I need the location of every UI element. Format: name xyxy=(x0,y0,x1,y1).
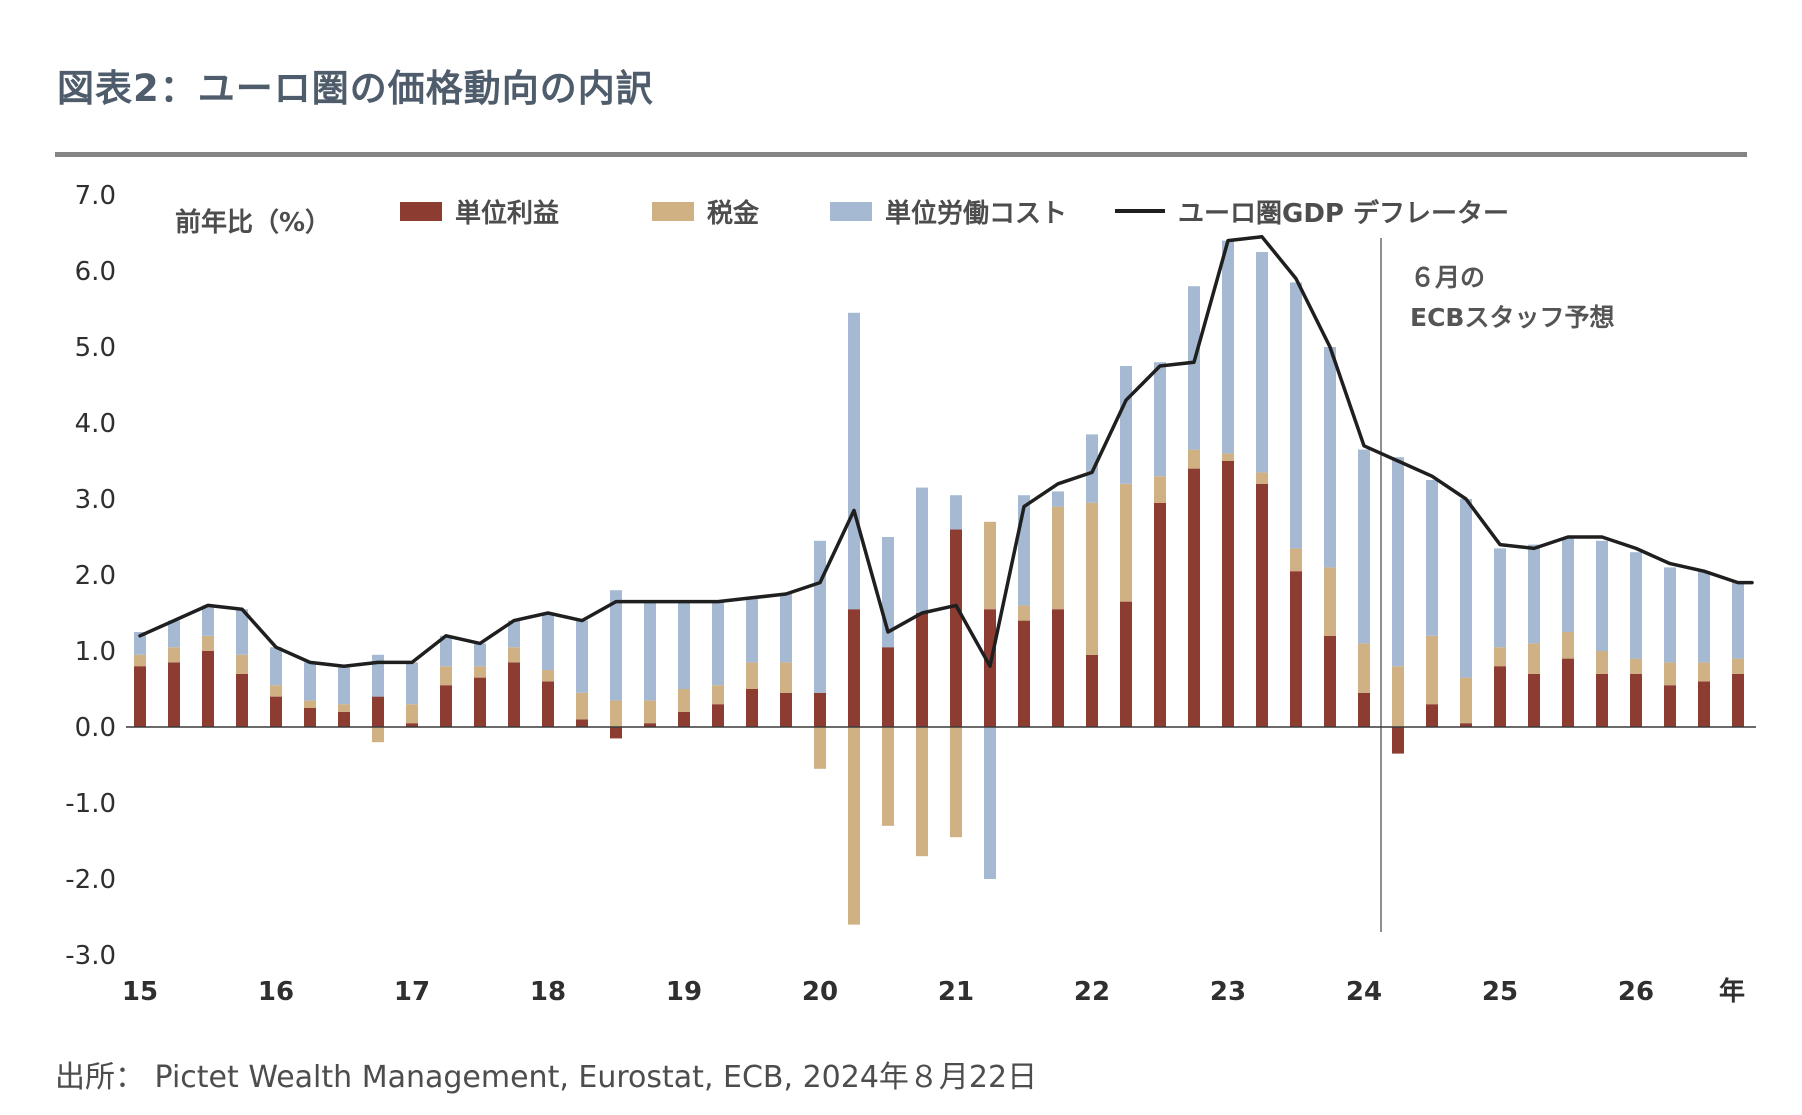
svg-text:4.0: 4.0 xyxy=(75,409,116,439)
svg-text:19: 19 xyxy=(666,977,702,1007)
forecast-annotation: ６月の ECBスタッフ予想 xyxy=(1410,258,1614,338)
legend-label: 単位労働コスト xyxy=(885,198,1068,229)
svg-text:17: 17 xyxy=(394,977,430,1007)
svg-text:-1.0: -1.0 xyxy=(65,789,116,819)
svg-text:-3.0: -3.0 xyxy=(65,941,116,971)
svg-text:15: 15 xyxy=(122,977,158,1007)
forecast-annotation-line1: ６月の xyxy=(1410,263,1486,292)
forecast-annotation-line2: ECBスタッフ予想 xyxy=(1410,303,1615,332)
svg-text:0.0: 0.0 xyxy=(75,713,116,743)
legend-item-gdp-deflator: ユーロ圏GDP デフレーター xyxy=(1115,198,1509,229)
svg-text:3.0: 3.0 xyxy=(75,485,116,515)
legend-item-taxes: 税金 xyxy=(652,198,759,229)
unit-profits-swatch-icon xyxy=(400,201,442,221)
title-divider xyxy=(55,152,1747,157)
legend-label: 税金 xyxy=(707,198,760,229)
svg-text:1.0: 1.0 xyxy=(75,637,116,667)
unit-labour-cost-swatch-icon xyxy=(830,201,872,221)
svg-text:24: 24 xyxy=(1346,977,1382,1007)
page-title: 図表2：ユーロ圏の価格動向の内訳 xyxy=(57,67,654,110)
y-axis-unit-label: 前年比（%） xyxy=(175,208,332,238)
svg-text:21: 21 xyxy=(938,977,974,1007)
svg-text:16: 16 xyxy=(258,977,294,1007)
svg-text:7.0: 7.0 xyxy=(75,181,116,211)
svg-text:22: 22 xyxy=(1074,977,1110,1007)
svg-text:6.0: 6.0 xyxy=(75,257,116,287)
legend-label: 単位利益 xyxy=(455,198,560,229)
svg-text:2.0: 2.0 xyxy=(75,561,116,591)
legend-label: ユーロ圏GDP デフレーター xyxy=(1178,198,1510,229)
svg-text:26: 26 xyxy=(1618,977,1654,1007)
taxes-swatch-icon xyxy=(652,201,694,221)
gdp-deflator-line-icon xyxy=(1115,209,1165,213)
legend-item-unit-labour-cost: 単位労働コスト xyxy=(830,198,1067,229)
svg-text:年: 年 xyxy=(1719,976,1745,1007)
svg-text:5.0: 5.0 xyxy=(75,333,116,363)
legend-item-unit-profits: 単位利益 xyxy=(400,198,559,229)
svg-text:-2.0: -2.0 xyxy=(65,865,116,895)
svg-text:25: 25 xyxy=(1482,977,1518,1007)
source-note: 出所： Pictet Wealth Management, Eurostat, … xyxy=(55,1060,1038,1095)
svg-text:23: 23 xyxy=(1210,977,1246,1007)
svg-text:20: 20 xyxy=(802,977,838,1007)
svg-text:18: 18 xyxy=(530,977,566,1007)
